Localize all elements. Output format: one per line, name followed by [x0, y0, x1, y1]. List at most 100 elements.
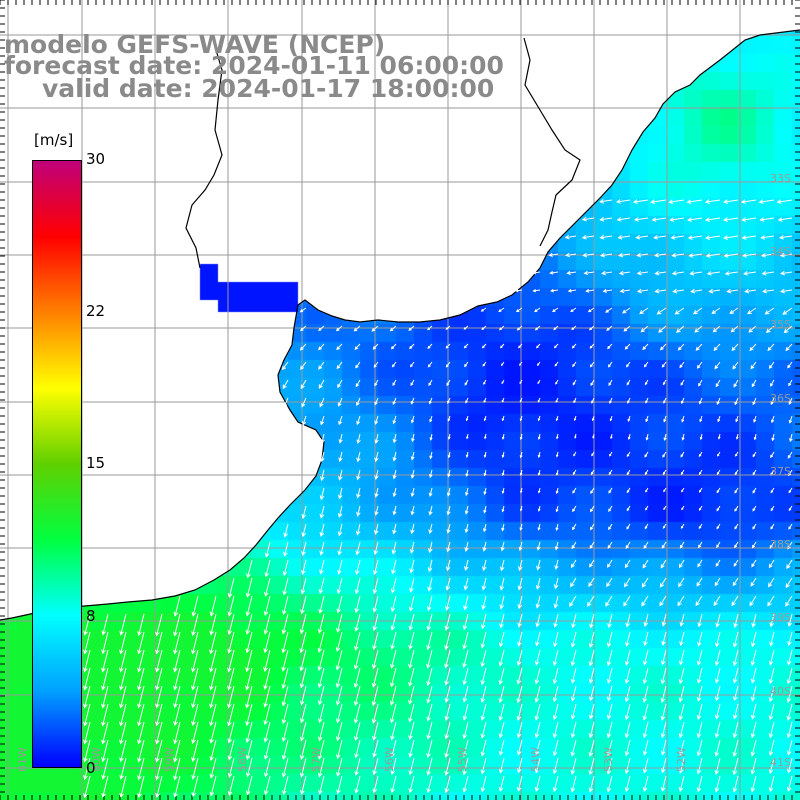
wind-arrow: [209, 739, 217, 762]
wind-arrow: [534, 685, 541, 703]
wind-arrow: [741, 235, 757, 240]
wind-arrow: [191, 685, 199, 709]
wind-arrow: [552, 775, 559, 793]
wind-arrow: [301, 505, 307, 520]
wind-arrow: [680, 469, 685, 475]
wind-arrow: [481, 343, 487, 349]
wind-arrow: [299, 703, 307, 724]
wind-arrow: [751, 379, 757, 388]
wind-arrow: [318, 577, 325, 595]
wind-arrow: [483, 379, 487, 385]
wind-arrow: [337, 505, 343, 518]
wind-arrow: [569, 595, 577, 607]
wind-arrow: [317, 757, 325, 778]
wind-arrow: [480, 775, 487, 793]
wind-arrow: [715, 559, 721, 567]
wind-arrow: [768, 685, 775, 703]
wind-arrow: [317, 739, 325, 760]
wind-arrow: [624, 757, 631, 775]
wind-arrow: [660, 757, 667, 774]
wind-arrow: [409, 577, 415, 593]
wind-arrow: [191, 595, 199, 617]
wind-arrow: [551, 307, 559, 313]
longitude-label: 53W: [602, 747, 615, 772]
wind-arrow: [483, 487, 487, 496]
wind-arrow: [498, 775, 505, 793]
wind-arrow: [319, 487, 325, 501]
wind-arrow: [498, 649, 505, 667]
wind-arrow: [625, 541, 631, 549]
wind-arrow: [589, 361, 595, 368]
wind-arrow: [209, 757, 217, 779]
wind-arrow: [299, 757, 307, 778]
wind-arrow: [606, 667, 613, 684]
wind-arrow: [464, 505, 469, 515]
wind-arrow: [607, 343, 613, 350]
wind-arrow: [552, 757, 559, 775]
wind-arrow: [408, 325, 415, 331]
wind-arrow: [643, 631, 649, 647]
wind-arrow: [516, 721, 523, 739]
wind-arrow: [410, 451, 415, 461]
wind-arrow: [209, 613, 217, 636]
wind-arrow: [534, 649, 541, 666]
wind-arrow: [588, 667, 595, 684]
wind-arrow: [245, 739, 253, 760]
wind-arrow: [714, 577, 721, 587]
wind-arrow: [570, 649, 577, 667]
wind-arrow: [227, 577, 235, 598]
wind-arrow: [735, 415, 739, 423]
wind-arrow: [480, 721, 487, 739]
wind-arrow: [516, 757, 523, 774]
wind-arrow: [245, 667, 253, 691]
wind-arrow: [776, 199, 793, 204]
wind-arrow: [499, 595, 505, 610]
wind-arrow: [553, 343, 559, 349]
wind-arrow: [552, 685, 559, 703]
wind-arrow: [209, 721, 217, 744]
wind-arrow: [282, 577, 289, 596]
coastline-path: [0, 29, 800, 621]
wind-arrow: [681, 433, 685, 441]
wind-arrow: [679, 613, 685, 627]
wind-arrow: [428, 541, 433, 554]
wind-arrow: [155, 649, 163, 673]
wind-arrow: [554, 541, 559, 551]
wind-arrow: [627, 397, 631, 404]
wind-arrow: [692, 307, 703, 315]
wind-arrow: [570, 685, 577, 702]
wind-arrow: [320, 415, 325, 426]
wind-arrow: [354, 775, 361, 794]
wind-arrow: [480, 739, 487, 757]
wind-arrow: [698, 487, 703, 493]
wind-arrow: [482, 361, 487, 367]
wind-arrow: [770, 505, 775, 512]
wind-arrow: [498, 757, 505, 774]
wind-arrow: [519, 415, 523, 422]
wind-arrow: [410, 379, 415, 386]
wind-arrow: [768, 775, 775, 793]
wind-arrow: [300, 379, 307, 390]
wind-arrow: [536, 559, 541, 571]
wind-arrow: [780, 270, 793, 276]
wind-arrow: [636, 270, 649, 276]
wind-arrow: [606, 631, 613, 648]
wind-arrow: [173, 775, 181, 798]
wind-arrow: [354, 595, 361, 614]
wind-arrow: [336, 361, 343, 370]
wind-arrow: [446, 379, 451, 387]
wind-arrow: [716, 469, 721, 475]
wind-arrow: [390, 757, 397, 776]
wind-arrow: [480, 631, 487, 649]
wind-arrow: [517, 559, 523, 572]
wind-arrow: [606, 577, 613, 588]
wind-arrow: [633, 217, 649, 222]
wind-arrow: [516, 703, 523, 722]
wind-arrow: [668, 199, 685, 205]
wind-arrow: [770, 451, 775, 459]
wind-arrow: [724, 271, 739, 276]
wind-arrow: [227, 595, 235, 617]
wind-arrow: [750, 631, 757, 648]
wind-arrow: [426, 613, 433, 631]
